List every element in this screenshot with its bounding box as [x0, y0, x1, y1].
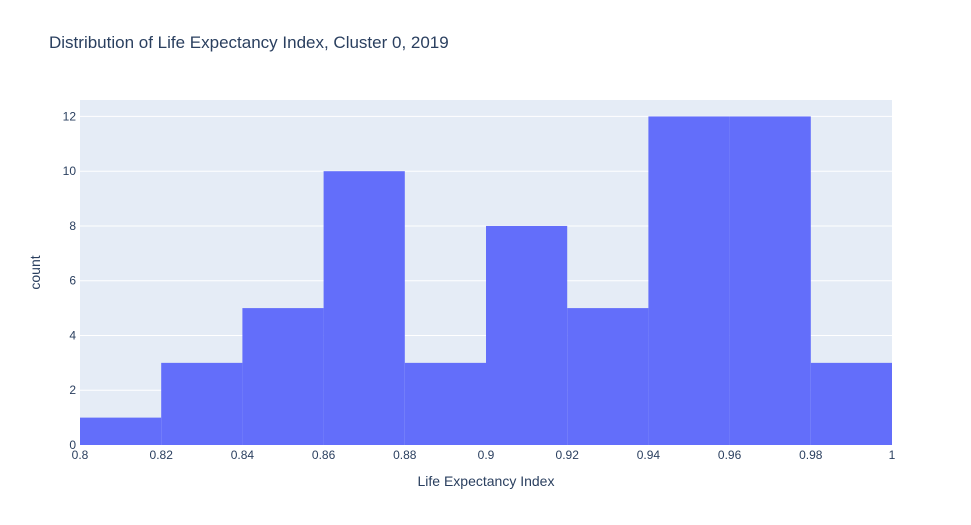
histogram-bar — [242, 308, 324, 445]
histogram-bar — [323, 171, 405, 445]
x-tick-label: 1 — [889, 448, 896, 462]
y-tick-label: 12 — [63, 109, 77, 123]
x-tick-label: 0.86 — [312, 448, 336, 462]
histogram-bar — [404, 362, 486, 445]
x-tick-label: 0.9 — [478, 448, 495, 462]
histogram-bar — [486, 225, 568, 445]
bars — [80, 116, 892, 445]
x-tick-label: 0.92 — [556, 448, 580, 462]
histogram-bar — [80, 417, 162, 445]
y-tick-label: 0 — [69, 438, 76, 452]
histogram-bar — [729, 116, 811, 445]
y-tick-label: 4 — [69, 328, 76, 342]
x-tick-label: 0.88 — [393, 448, 417, 462]
chart-title: Distribution of Life Expectancy Index, C… — [49, 33, 449, 52]
y-tick-label: 6 — [69, 274, 76, 288]
histogram-bar — [161, 362, 243, 445]
histogram-bar — [567, 308, 649, 445]
histogram-bar — [648, 116, 730, 445]
x-tick-label: 0.8 — [72, 448, 89, 462]
x-tick-label: 0.84 — [231, 448, 255, 462]
x-tick-label: 0.94 — [637, 448, 661, 462]
y-axis-ticks: 0 2 4 6 8 10 12 — [63, 109, 77, 452]
x-tick-label: 0.96 — [718, 448, 742, 462]
histogram-bar — [810, 362, 892, 445]
x-tick-label: 0.82 — [150, 448, 174, 462]
x-tick-label: 0.98 — [799, 448, 823, 462]
y-tick-label: 10 — [63, 164, 77, 178]
x-axis-title: Life Expectancy Index — [418, 473, 555, 489]
y-tick-label: 2 — [69, 383, 76, 397]
y-tick-label: 8 — [69, 219, 76, 233]
x-axis-ticks: 0.8 0.82 0.84 0.86 0.88 0.9 0.92 0.94 0.96 0.98 1 — [72, 448, 896, 462]
y-axis-title: count — [27, 255, 43, 289]
